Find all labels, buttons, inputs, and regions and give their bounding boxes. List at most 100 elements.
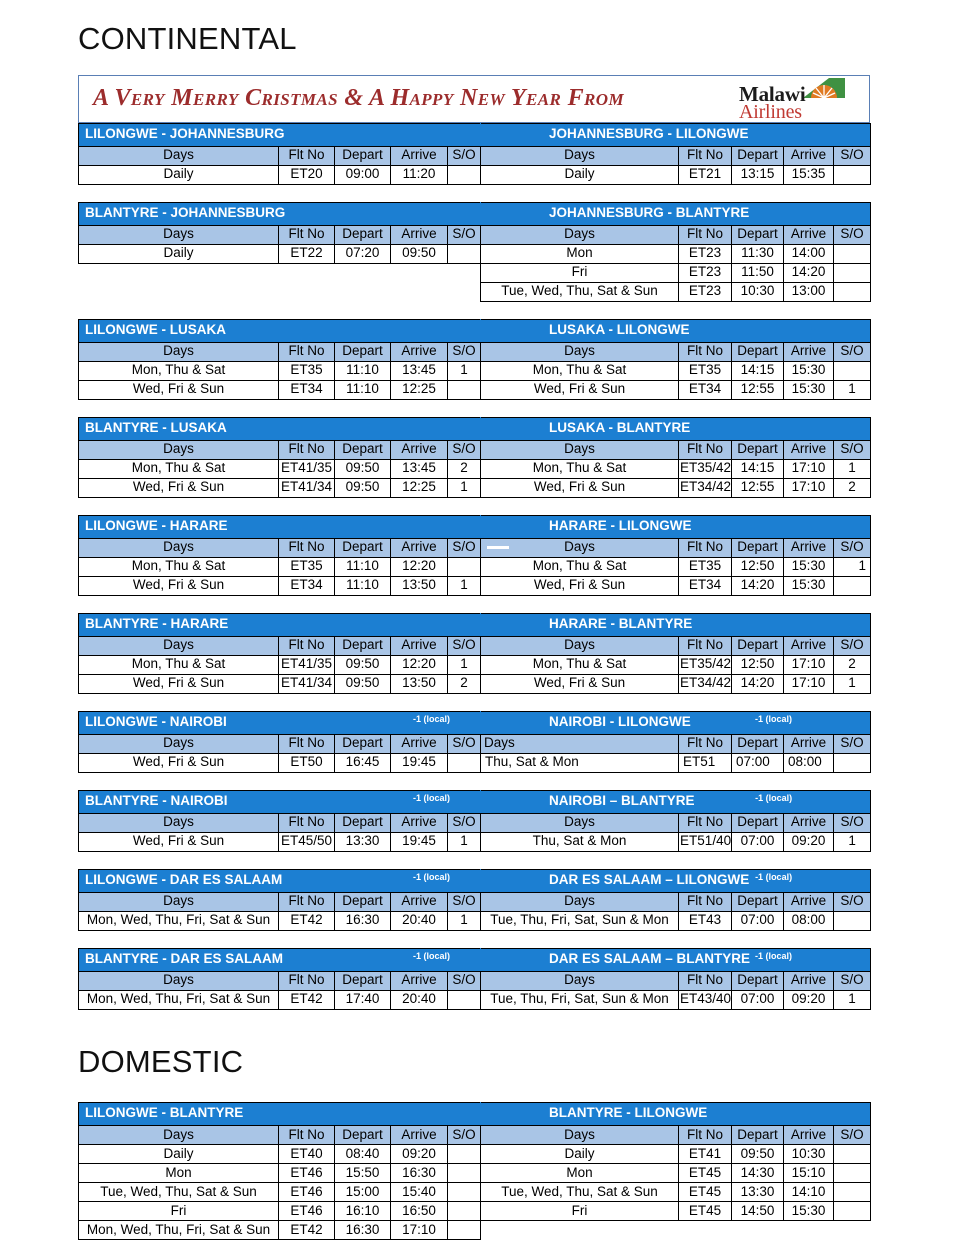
cell-flight-number: ET43 [678, 910, 733, 931]
cell-depart-time: 10:30 [731, 281, 784, 302]
cell-arrive-time: 09:20 [783, 989, 834, 1010]
cell-depart-time: 11:10 [334, 575, 391, 596]
column-header-row: Days Flt No Depart Arrive S/O Days Flt No Depar… [78, 812, 872, 833]
cell-depart-time: 17:40 [334, 989, 391, 1010]
col-header-so: S/O [447, 733, 481, 754]
cell-flight-number: ET41 [678, 1144, 733, 1165]
cell-stopover [833, 1201, 872, 1222]
cell-arrive-time: 08:00 [783, 752, 834, 773]
route-title-outbound: BLANTYRE - HARARE [77, 612, 482, 637]
schedule-table: LILONGWE - LUSAKA LUSAKA - LILONGWE Days Fl… [77, 318, 872, 400]
col-header-arrive: Arrive [390, 224, 448, 245]
route-title-inbound: LUSAKA - BLANTYRE [479, 416, 872, 441]
cell-arrive-time: 15:10 [783, 1163, 835, 1184]
cell-flight-number: ET46 [278, 1201, 335, 1222]
empty-cell [335, 263, 391, 282]
route-title-inbound: NAIROBI – BLANTYRE -1 (local) [480, 789, 872, 814]
schedule-table: BLANTYRE - DAR ES SALAAM -1 (local) DAR ES… [78, 947, 872, 1010]
cell-flight-number: ET41/34 [278, 673, 335, 694]
col-header-days: Days [480, 341, 680, 362]
col-header-depart: Depart [731, 439, 784, 460]
local-time-note: -1 (local) [412, 713, 450, 724]
cell-days: Wed, Fri & Sun [480, 575, 680, 596]
col-header-flt-no: Flt No [278, 891, 335, 912]
col-header-so: S/O [447, 224, 481, 245]
cell-arrive-time: 15:30 [783, 575, 835, 596]
header-artifact-mark [487, 545, 510, 549]
col-header-flt-no: Flt No [278, 341, 335, 362]
cell-flight-number: ET50 [278, 752, 335, 773]
col-header-arrive: Arrive [783, 891, 835, 912]
col-header-days: Days [78, 970, 279, 991]
col-header-so: S/O [832, 224, 872, 245]
col-header-depart: Depart [334, 341, 391, 362]
col-header-depart: Depart [334, 891, 391, 912]
cell-days: Daily [78, 1144, 279, 1165]
cell-days: Mon, Thu & Sat [78, 654, 279, 675]
cell-flight-number: ET51 [678, 752, 732, 773]
cell-stopover [832, 281, 872, 302]
cell-stopover: 1 [833, 831, 872, 852]
cell-depart-time: 11:30 [731, 243, 784, 264]
col-header-days: Days [78, 537, 279, 558]
route-title-outbound: BLANTYRE - DAR ES SALAAM -1 (local) [78, 947, 481, 972]
cell-flight-number: ET45 [678, 1201, 733, 1222]
cell-stopover [447, 752, 481, 773]
local-time-note: -1 (local) [755, 713, 793, 724]
route-header-row: LILONGWE - LUSAKA LUSAKA - LILONGWE [77, 318, 872, 343]
cell-depart-time: 12:50 [731, 556, 785, 577]
cell-days: Mon, Thu & Sat [78, 458, 279, 479]
route-header-row: BLANTYRE - DAR ES SALAAM -1 (local) DAR ES… [78, 947, 872, 972]
cell-days: Wed, Fri & Sun [78, 477, 279, 498]
cell-flight-number: ET35 [278, 360, 335, 381]
cell-depart-time: 09:50 [334, 458, 391, 479]
cell-stopover: 1 [446, 360, 482, 381]
cell-stopover [446, 556, 482, 577]
table-row: Mon, Wed, Thu, Fri, Sat & Sun ET42 16:30 20… [78, 910, 872, 931]
col-header-depart: Depart [334, 1125, 391, 1146]
schedule-table: LILONGWE - BLANTYRE BLANTYRE - LILONGWE Da… [77, 1102, 872, 1240]
cell-arrive-time: 09:50 [390, 243, 448, 264]
cell-flight-number: ET34 [678, 379, 733, 400]
table-row: Mon, Wed, Thu, Fri, Sat & Sun ET42 16:30 17… [78, 1220, 871, 1240]
route-header-row: BLANTYRE - NAIROBI -1 (local) NAIROBI – BL… [77, 789, 872, 814]
empty-cell [784, 1221, 834, 1240]
cell-flight-number: ET34 [278, 379, 335, 400]
column-header-row: Days Flt No Depart Arrive S/O Days Flt No Depar… [78, 341, 872, 362]
col-header-days: Days [480, 970, 679, 991]
logo-text-malawi: Malawi [739, 81, 806, 106]
col-header-days: Days [78, 1125, 279, 1146]
cell-days: Wed, Fri & Sun [78, 575, 279, 596]
cell-days: Daily [480, 1144, 680, 1165]
table-row: Mon, Thu & Sat ET35 11:10 12:20 Mon, Thu & S… [78, 556, 872, 577]
cell-depart-time: 12:50 [731, 654, 785, 675]
cell-days: Tue, Wed, Thu, Sat & Sun [480, 281, 679, 302]
cell-arrive-time: 17:10 [783, 654, 835, 675]
cell-arrive-time: 09:20 [783, 831, 835, 852]
cell-depart-time: 14:30 [731, 1163, 785, 1184]
cell-stopover [832, 243, 872, 264]
cell-arrive-time: 12:20 [390, 654, 448, 675]
col-header-so: S/O [832, 733, 872, 754]
cell-days: Mon, Wed, Thu, Fri, Sat & Sun [78, 910, 279, 931]
cell-flight-number: ET23 [678, 262, 732, 283]
cell-days: Tue, Wed, Thu, Sat & Sun [78, 1182, 279, 1203]
cell-arrive-time: 15:30 [783, 556, 835, 577]
cell-depart-time: 12:55 [731, 379, 785, 400]
table-row: Daily ET20 09:00 11:20 Daily ET21 13:15 15:35 [78, 164, 872, 185]
cell-flight-number: ET41/34 [278, 477, 335, 498]
cell-stopover [832, 262, 872, 283]
cell-arrive-time: 12:25 [390, 379, 448, 400]
cell-flight-number: ET34 [678, 575, 733, 596]
col-header-depart: Depart [731, 891, 785, 912]
empty-cell [279, 263, 335, 282]
cell-depart-time: 09:00 [334, 164, 391, 185]
cell-stopover [833, 910, 872, 931]
col-header-depart: Depart [731, 1125, 785, 1146]
cell-arrive-time: 11:20 [390, 164, 448, 185]
cell-arrive-time: 15:35 [783, 164, 835, 185]
cell-days: Mon, Wed, Thu, Fri, Sat & Sun [78, 1220, 279, 1240]
cell-stopover [446, 1163, 482, 1184]
col-header-so: S/O [833, 537, 872, 558]
cell-stopover [833, 1182, 872, 1203]
